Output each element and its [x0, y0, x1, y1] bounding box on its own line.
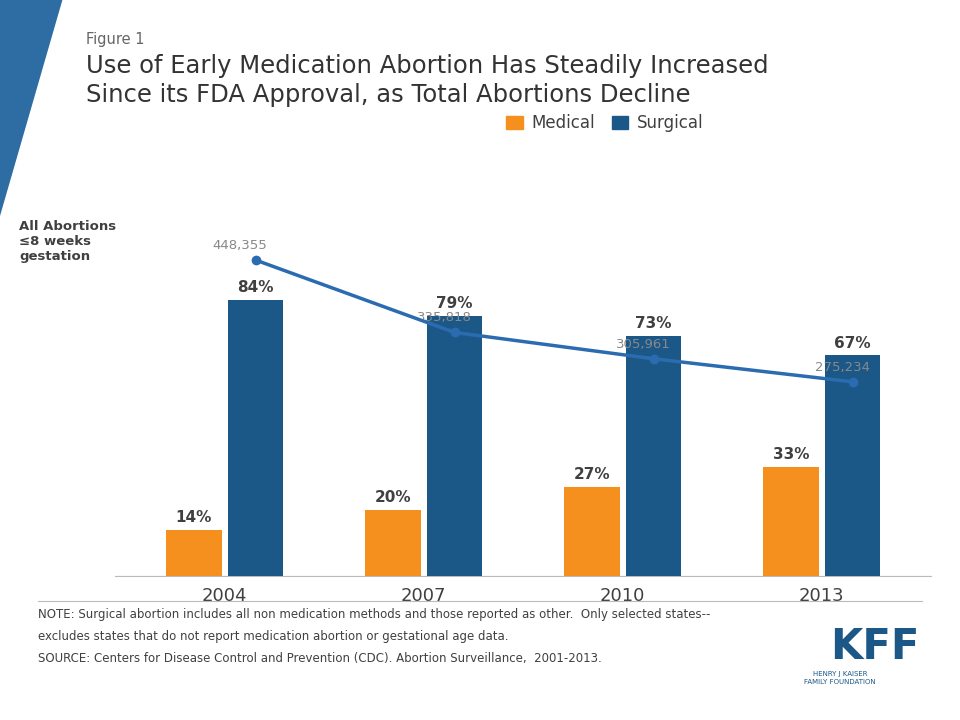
- Text: 20%: 20%: [374, 490, 411, 505]
- Bar: [825, 356, 880, 576]
- Text: All Abortions
≤8 weeks
gestation: All Abortions ≤8 weeks gestation: [19, 220, 116, 263]
- Text: NOTE: Surgical abortion includes all non medication methods and those reported a: NOTE: Surgical abortion includes all non…: [38, 608, 710, 621]
- Bar: [228, 300, 283, 576]
- Bar: [564, 487, 620, 576]
- Text: 14%: 14%: [176, 510, 212, 525]
- Bar: [763, 467, 819, 576]
- Text: Use of Early Medication Abortion Has Steadily Increased: Use of Early Medication Abortion Has Ste…: [86, 54, 769, 78]
- Bar: [626, 336, 682, 576]
- Bar: [426, 316, 483, 576]
- Text: SOURCE: Centers for Disease Control and Prevention (CDC). Abortion Surveillance,: SOURCE: Centers for Disease Control and …: [38, 652, 602, 665]
- Text: excludes states that do not report medication abortion or gestational age data.: excludes states that do not report medic…: [38, 630, 509, 643]
- Text: KFF: KFF: [830, 626, 920, 668]
- Text: 73%: 73%: [636, 316, 672, 330]
- Text: 27%: 27%: [573, 467, 611, 482]
- Text: 67%: 67%: [834, 336, 871, 351]
- Text: Since its FDA Approval, as Total Abortions Decline: Since its FDA Approval, as Total Abortio…: [86, 83, 691, 107]
- Text: 33%: 33%: [773, 447, 809, 462]
- Text: 79%: 79%: [436, 296, 472, 311]
- Text: 305,961: 305,961: [616, 338, 671, 351]
- Text: 335,818: 335,818: [418, 311, 472, 324]
- Text: HENRY J KAISER
FAMILY FOUNDATION: HENRY J KAISER FAMILY FOUNDATION: [804, 671, 876, 685]
- Text: Figure 1: Figure 1: [86, 32, 145, 48]
- Text: 275,234: 275,234: [815, 361, 870, 374]
- Bar: [365, 510, 420, 576]
- Legend: Medical, Surgical: Medical, Surgical: [499, 107, 710, 139]
- Text: 84%: 84%: [237, 279, 274, 294]
- Text: 448,355: 448,355: [212, 239, 267, 252]
- Bar: [166, 530, 222, 576]
